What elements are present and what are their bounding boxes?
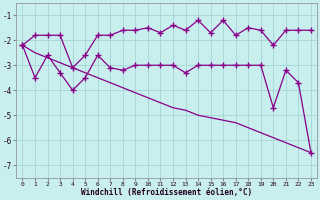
X-axis label: Windchill (Refroidissement éolien,°C): Windchill (Refroidissement éolien,°C) bbox=[81, 188, 252, 197]
